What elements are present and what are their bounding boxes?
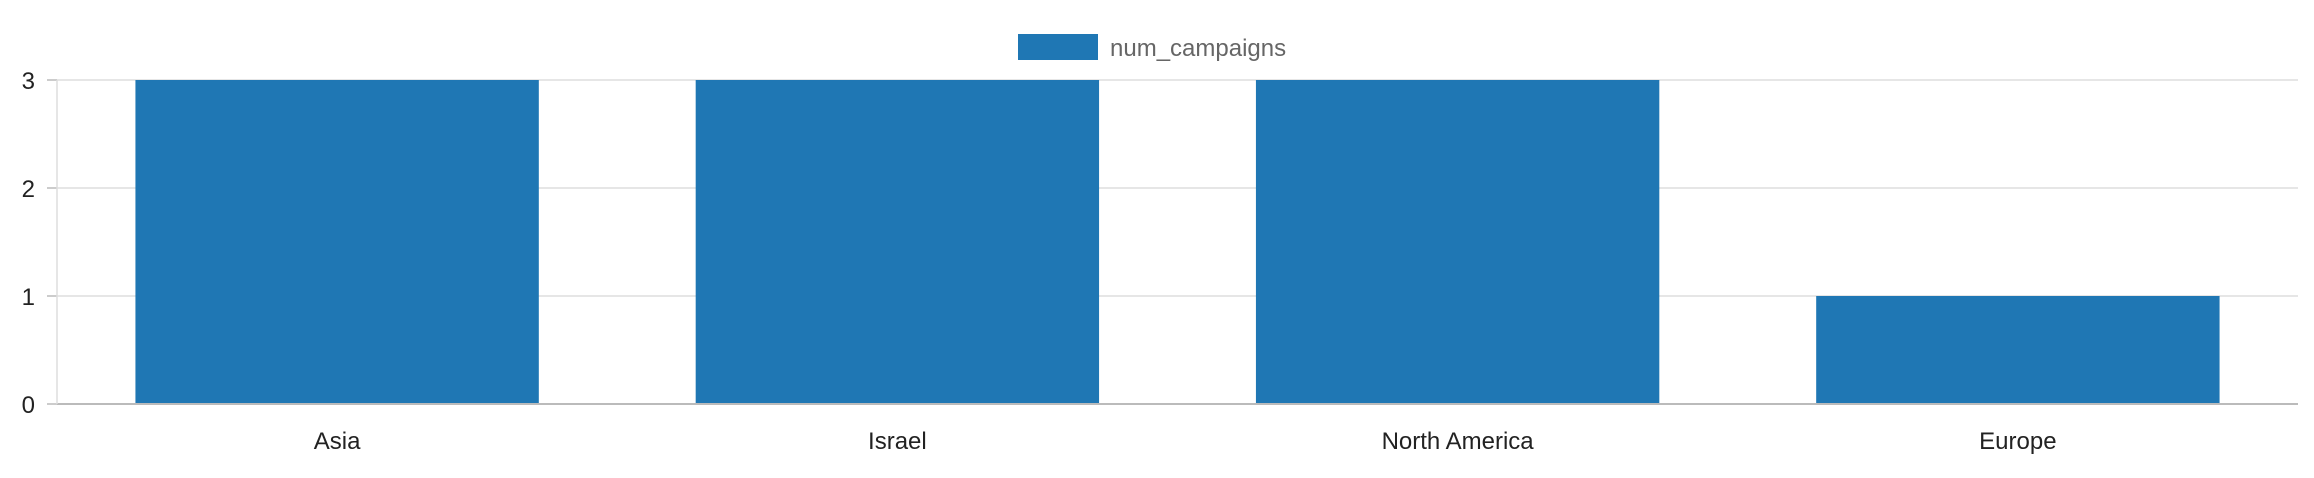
y-tick-label-1: 1 [22, 284, 35, 311]
bar-europe[interactable] [1816, 296, 2220, 404]
bar-asia[interactable] [135, 80, 539, 404]
y-tick-label-0: 0 [22, 392, 35, 419]
y-tick-label-3: 3 [22, 68, 35, 95]
x-tick-label-europe: Europe [1979, 428, 2056, 455]
x-axis-ticks: Asia Israel North America Europe [314, 428, 2057, 455]
x-tick-label-israel: Israel [868, 428, 927, 455]
legend-label-num-campaigns: num_campaigns [1110, 35, 1286, 62]
y-axis-ticks: 0 1 2 3 [22, 68, 57, 419]
x-tick-label-asia: Asia [314, 428, 361, 455]
legend-swatch [1018, 34, 1098, 60]
bars [135, 80, 2220, 404]
legend[interactable]: num_campaigns [1018, 34, 1286, 62]
bar-israel[interactable] [695, 80, 1100, 404]
x-tick-label-north-america: North America [1382, 428, 1535, 455]
y-tick-label-2: 2 [22, 176, 35, 203]
bar-north-america[interactable] [1255, 80, 1660, 404]
